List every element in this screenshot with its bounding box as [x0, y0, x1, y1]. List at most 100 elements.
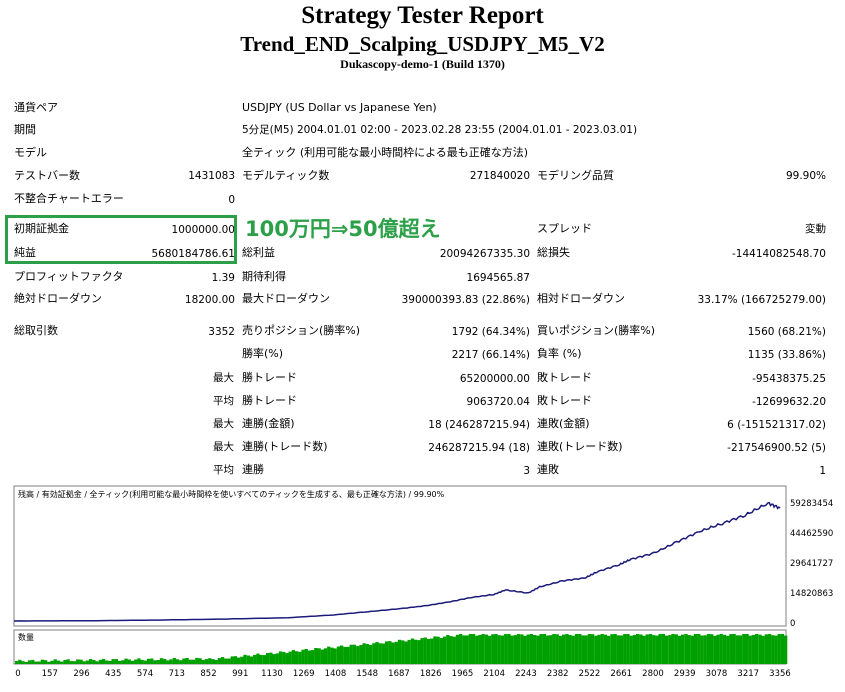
volume-bar	[758, 634, 762, 664]
volume-bar	[105, 660, 109, 664]
volume-bar	[179, 660, 183, 664]
volume-bar	[645, 634, 649, 664]
y-tick-label: 29641727	[790, 559, 833, 569]
x-tick-label: 2382	[547, 669, 569, 679]
volume-bar	[626, 634, 630, 664]
volume-bar	[31, 659, 35, 664]
x-tick-label: 296	[73, 669, 89, 679]
volume-bar	[668, 635, 672, 664]
volume-bar	[404, 641, 408, 664]
volume-bar	[497, 635, 501, 664]
volume-bar	[340, 645, 344, 664]
label-net-profit: 純益	[14, 246, 36, 259]
y-tick-label: 0	[790, 619, 795, 629]
volume-bar	[516, 634, 521, 664]
label-max-loss: 敗トレード	[537, 371, 592, 384]
volume-bar	[513, 635, 517, 664]
x-tick-label: 852	[200, 669, 216, 679]
volume-bar	[159, 658, 164, 664]
volume-bar	[397, 639, 402, 664]
volume-bar	[307, 650, 312, 664]
label-loss-rate: 負率 (%)	[537, 347, 582, 360]
volume-bar	[655, 635, 659, 664]
value-win-rate: 2217 (66.14%)	[451, 349, 530, 361]
volume-bar	[684, 634, 688, 664]
value-expected-payoff: 1694565.87	[466, 272, 530, 284]
volume-bar	[63, 660, 67, 664]
volume-bar	[533, 635, 537, 664]
balance-chart-svg: 残高 / 有効証拠金 / 全ティック(利用可能な最小時間枠を使いすべてのティック…	[13, 485, 833, 679]
volume-bar	[623, 634, 627, 664]
volume-bar	[562, 634, 566, 664]
volume-bar	[610, 634, 614, 664]
volume-bar	[172, 658, 176, 664]
ea-name: Trend_END_Scalping_USDJPY_M5_V2	[240, 32, 605, 56]
volume-bar	[452, 636, 456, 664]
volume-bar	[687, 635, 691, 664]
volume-bar	[742, 634, 746, 664]
volume-bar	[381, 643, 386, 664]
x-tick-label: 1687	[388, 669, 410, 679]
volume-bar	[233, 656, 238, 664]
value-avg-win: 9063720.04	[466, 396, 530, 408]
volume-bar	[664, 635, 669, 664]
report-title: Strategy Tester Report	[301, 2, 544, 29]
volume-bar	[571, 635, 575, 664]
volume-bar	[771, 635, 775, 664]
volume-bar	[565, 634, 569, 664]
volume-bar	[764, 634, 768, 664]
volume-bar	[552, 634, 556, 664]
label-avg-consec-win: 連勝	[242, 463, 264, 476]
prefix-max-consec-amt: 最大	[213, 418, 234, 430]
volume-bar	[111, 659, 115, 664]
value-deposit: 1000000.00	[171, 224, 235, 236]
volume-bar	[127, 659, 131, 664]
value-max-consec-loss-amt: 6 (-151521317.02)	[727, 419, 826, 431]
volume-bar	[156, 660, 160, 664]
label-avg-win: 勝トレード	[242, 394, 297, 407]
volume-bar	[584, 635, 588, 664]
x-tick-label: 1826	[420, 669, 442, 679]
main-panel-frame	[13, 485, 787, 627]
volume-bar	[751, 634, 756, 664]
volume-bar	[555, 634, 559, 664]
volume-bar	[484, 634, 489, 664]
volume-bar	[459, 634, 463, 664]
volume-bar	[124, 658, 128, 664]
volume-bar	[352, 644, 357, 664]
x-tick-label: 991	[232, 669, 248, 679]
volume-bar	[60, 661, 64, 664]
volume-bar	[671, 634, 675, 664]
volume-bar	[745, 634, 749, 664]
label-rel-dd: 相対ドローダウン	[537, 292, 625, 305]
volume-bar	[143, 660, 147, 664]
value-max-win: 65200000.00	[459, 373, 530, 385]
volume-bar	[24, 662, 28, 664]
volume-bar	[89, 659, 93, 664]
server-name: Dukascopy-demo-1 (Build 1370)	[340, 57, 505, 71]
volume-bar	[446, 635, 450, 664]
x-tick-label: 2661	[610, 669, 632, 679]
volume-bar	[211, 659, 215, 664]
x-tick-label: 1130	[261, 669, 283, 679]
volume-bar	[430, 638, 434, 664]
value-total-trades: 3352	[208, 326, 235, 338]
volume-bar	[320, 649, 324, 664]
value-rel-dd: 33.17% (166725279.00)	[697, 294, 826, 306]
label-profit-factor: プロフィットファクタ	[14, 270, 124, 283]
volume-bar	[98, 659, 102, 664]
volume-bar	[568, 634, 572, 664]
volume-bar	[716, 634, 720, 664]
x-tick-label: 157	[42, 669, 58, 679]
value-loss-rate: 1135 (33.86%)	[747, 349, 826, 361]
label-total-trades: 総取引数	[14, 324, 58, 337]
volume-bar	[442, 636, 447, 664]
label-max-win: 勝トレード	[242, 371, 297, 384]
volume-bar	[774, 635, 778, 664]
volume-bar	[195, 657, 199, 664]
value-max-consec-loss-cnt: -217546900.52 (5)	[727, 442, 826, 454]
volume-bar	[761, 635, 765, 664]
volume-bar	[134, 659, 138, 664]
volume-bar	[272, 654, 276, 664]
volume-bar	[507, 634, 511, 664]
